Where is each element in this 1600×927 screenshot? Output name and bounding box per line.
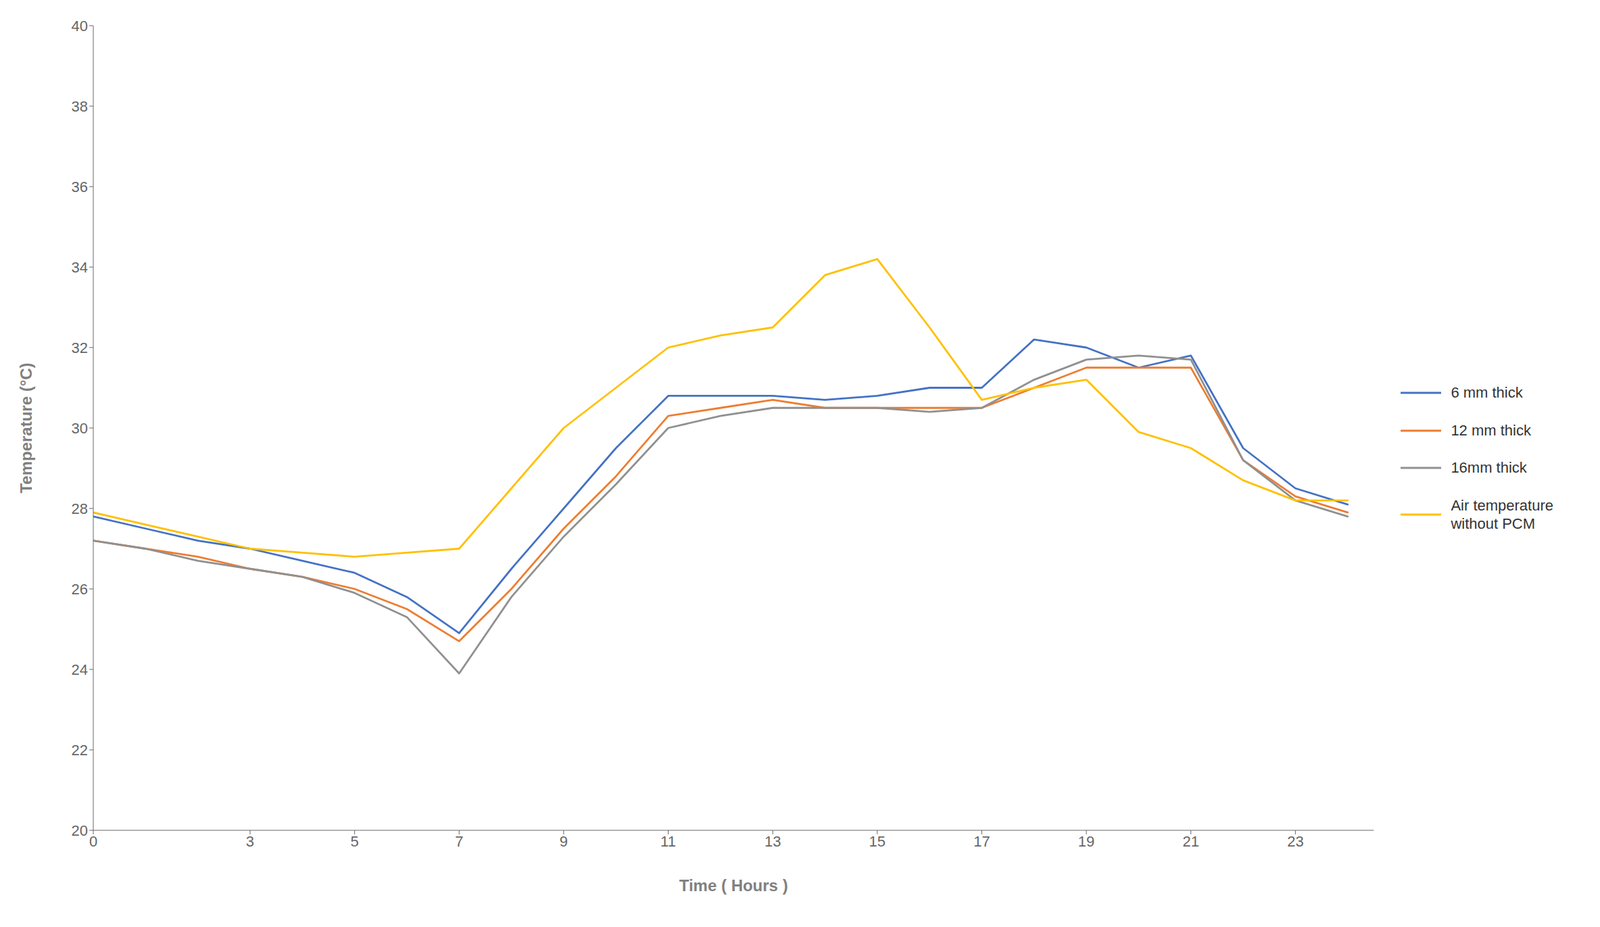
svg-text:3: 3 xyxy=(246,832,255,850)
svg-text:38: 38 xyxy=(71,98,88,115)
html-text:12 mm thick: 12 mm thick xyxy=(1450,421,1532,439)
svg-text:28: 28 xyxy=(71,500,88,518)
svg-text:0: 0 xyxy=(89,832,98,850)
svg-text:22: 22 xyxy=(71,741,88,759)
html-text:16mm thick: 16mm thick xyxy=(1450,459,1527,477)
svg-text:24: 24 xyxy=(71,661,88,678)
svg-text:19: 19 xyxy=(1078,832,1095,850)
svg-text:34: 34 xyxy=(71,258,88,276)
svg-text:32: 32 xyxy=(71,339,88,357)
svg-text:9: 9 xyxy=(559,832,568,850)
svg-text:21: 21 xyxy=(1182,832,1200,850)
svg-text:7: 7 xyxy=(454,832,464,850)
svg-text:Temperature (°C): Temperature (°C) xyxy=(16,362,36,493)
svg-text:40: 40 xyxy=(71,17,88,35)
svg-text:11: 11 xyxy=(660,832,676,850)
html-text:6 mm thick: 6 mm thick xyxy=(1450,384,1523,402)
svg-text:Time ( Hours ): Time ( Hours ) xyxy=(679,876,789,895)
svg-text:20: 20 xyxy=(71,821,88,839)
svg-text:13: 13 xyxy=(764,832,781,850)
svg-text:23: 23 xyxy=(1287,832,1304,850)
svg-text:26: 26 xyxy=(71,580,88,598)
svg-text:5: 5 xyxy=(350,832,359,850)
svg-text:36: 36 xyxy=(71,178,88,196)
svg-text:17: 17 xyxy=(973,832,990,850)
svg-text:15: 15 xyxy=(869,832,886,850)
svg-text:30: 30 xyxy=(71,419,88,437)
html-text:Air temperature without PCM: Air temperature without PCM xyxy=(1450,496,1554,533)
